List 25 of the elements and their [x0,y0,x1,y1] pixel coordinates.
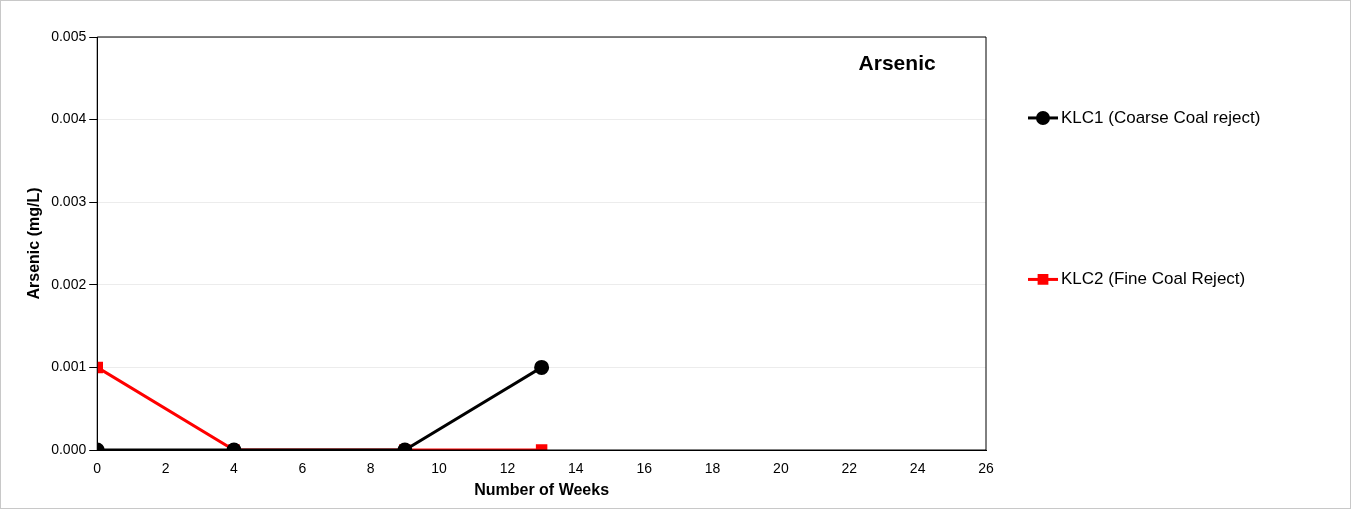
y-tick-label: 0.001 [51,358,87,375]
x-tick-label: 8 [366,460,375,477]
y-tick-label: 0.000 [51,440,87,457]
x-tick-label: 24 [909,460,926,477]
x-axis-title: Number of Weeks [474,480,610,498]
x-tick-label: 22 [841,460,858,477]
x-tick-label: 0 [93,460,102,477]
x-tick-label: 10 [431,460,448,477]
x-tick-label: 26 [978,460,994,477]
legend-label: KLC2 (Fine Coal Reject) [1061,269,1246,289]
x-tick-label: 2 [161,460,170,477]
y-tick-label: 0.003 [51,193,87,210]
x-tick-label: 6 [298,460,307,477]
x-tick-label: 16 [636,460,653,477]
x-tick-label: 14 [568,460,584,477]
x-tick-label: 12 [499,460,516,477]
x-tick-label: 20 [773,460,789,477]
y-tick-label: 0.004 [51,110,87,127]
x-tick-label: 4 [230,460,239,477]
y-tick-label: 0.002 [51,275,87,292]
y-tick-label: 0.005 [51,27,87,44]
text: Arsenic [858,50,936,74]
y-axis-title: Arsenic (mg/L) [25,187,43,300]
legend-label: KLC1 (Coarse Coal reject) [1061,107,1261,127]
x-tick-label: 18 [704,460,721,477]
